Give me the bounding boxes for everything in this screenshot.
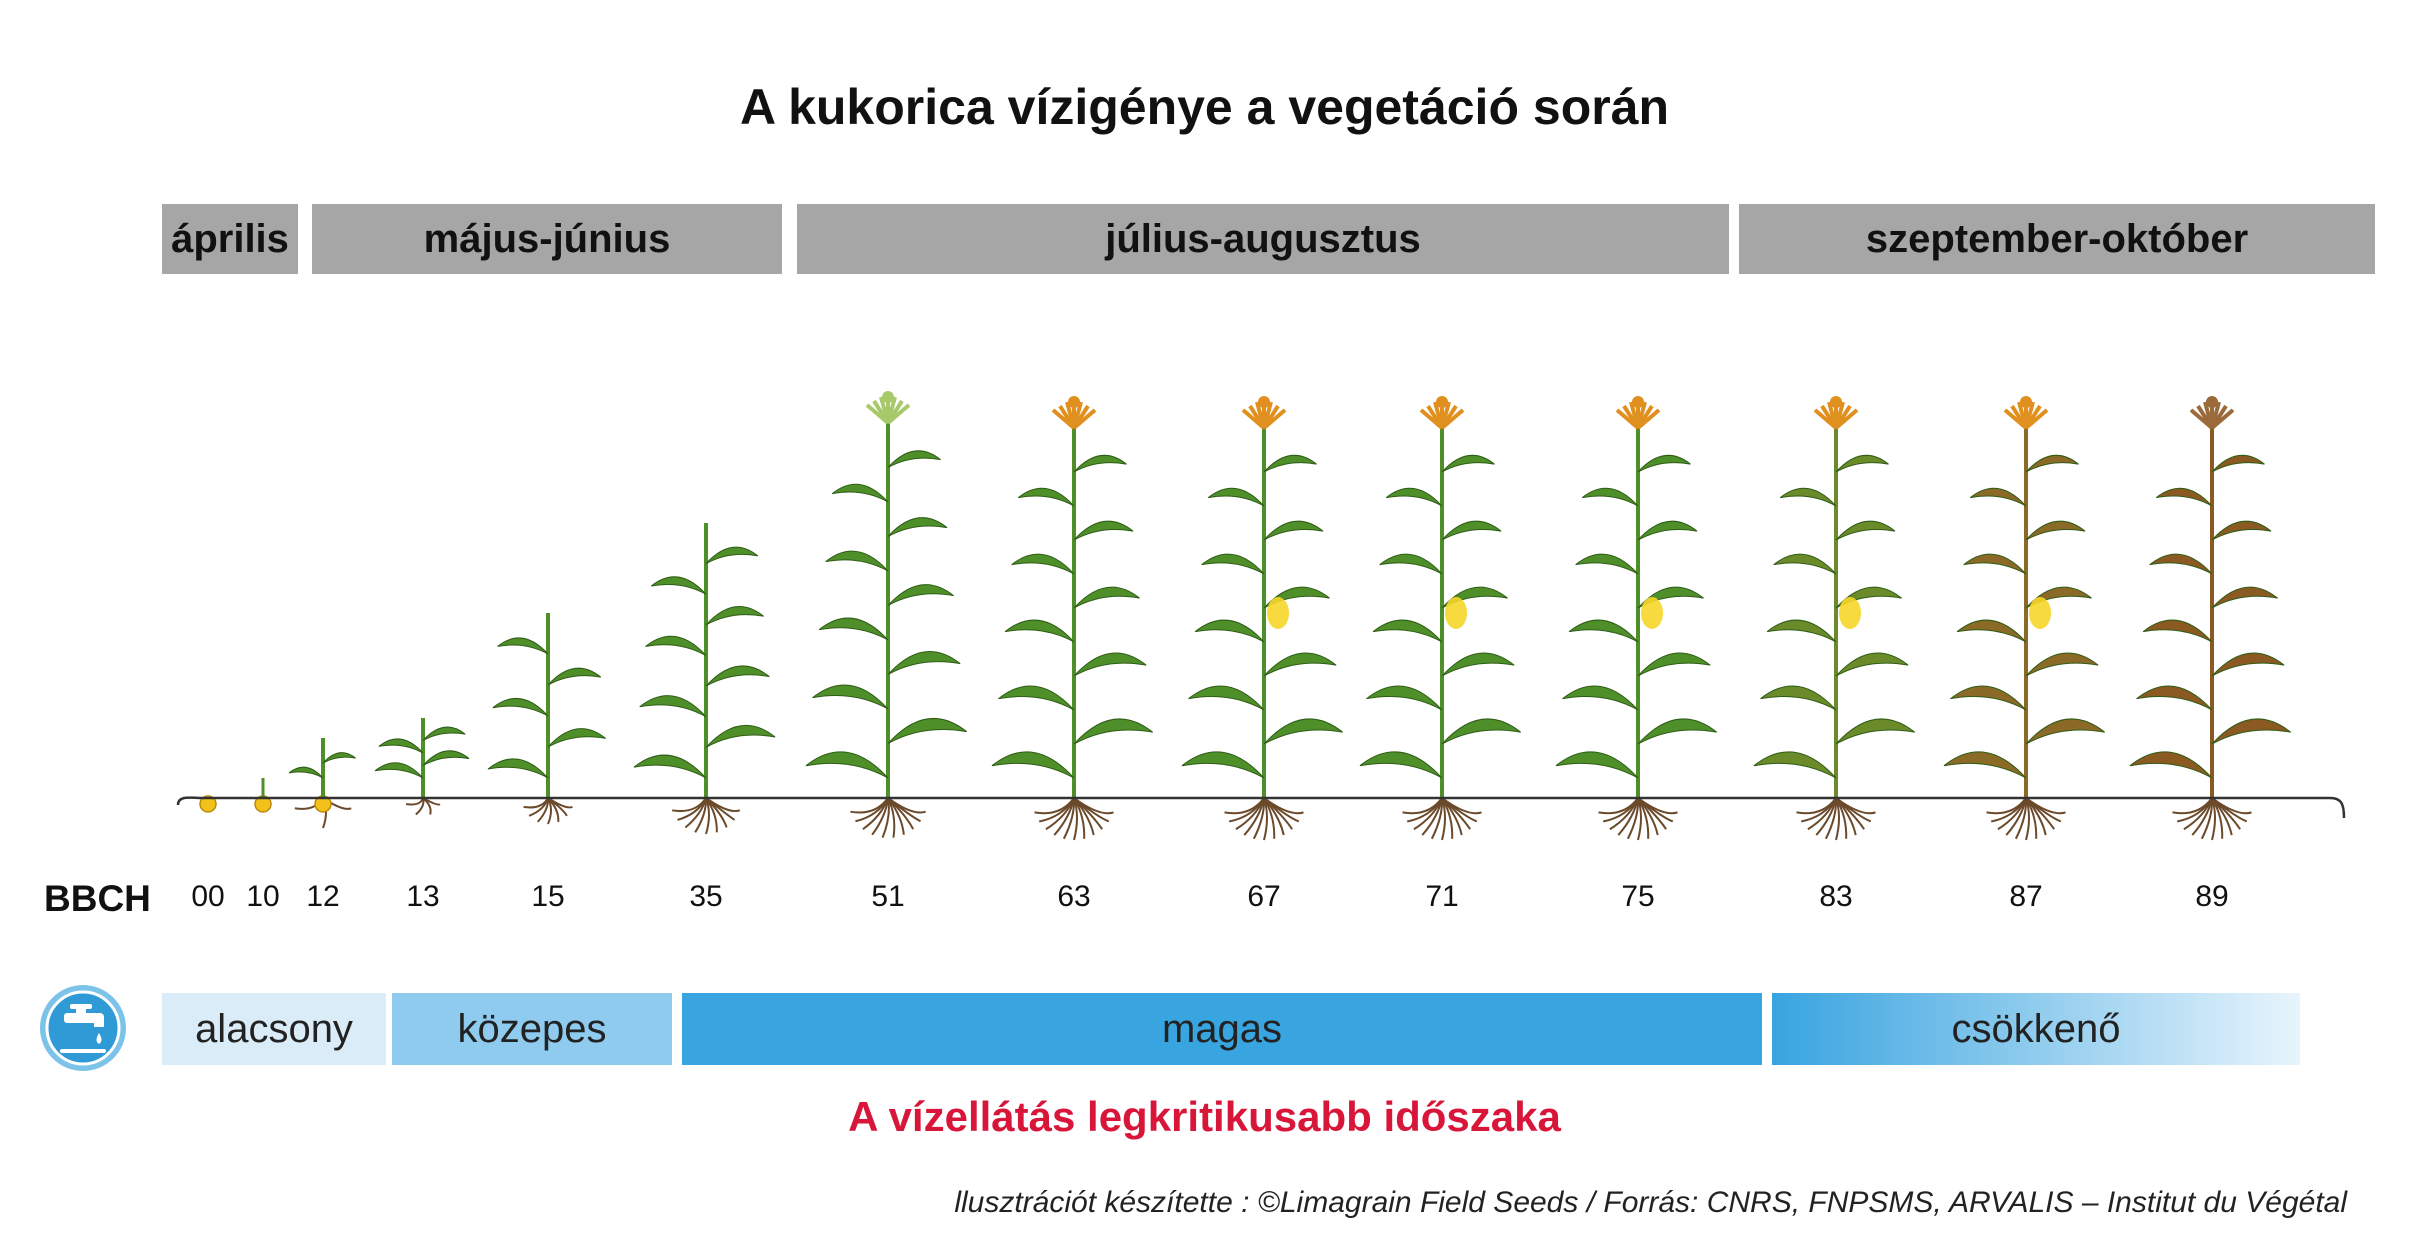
water-demand-medium: közepes [392,993,672,1065]
plant-stage-87 [1943,396,2106,841]
soil-line [176,796,2346,819]
plant-stage-10 [254,778,272,813]
critical-period-note: A vízellátás legkritikusabb időszaka [848,1093,1561,1140]
bbch-stage-89: 89 [2195,880,2229,913]
plant-stage-00 [199,795,217,813]
bbch-stage-71: 71 [1425,880,1459,913]
plant-stage-12 [288,738,356,829]
corn-growth-stages-illustration [176,391,2346,841]
bbch-stage-75: 75 [1621,880,1655,913]
month-april: április [162,204,298,274]
water-demand-high: magas [682,993,1762,1065]
plant-stage-15 [487,613,606,825]
plant-stage-35 [633,523,776,835]
plant-stage-71 [1359,396,1522,841]
month-september-october: szeptember-október [1739,204,2375,274]
month-may-june: május-június [312,204,782,274]
bbch-stage-13: 13 [406,880,440,913]
diagram-title: A kukorica vízigénye a vegetáció során [739,79,1670,135]
bbch-stage-00: 00 [191,880,225,913]
bbch-stage-35: 35 [689,880,723,913]
plant-stage-83 [1753,396,1916,841]
bbch-label: BBCH [44,878,151,919]
plant-stage-89 [2129,396,2292,841]
bbch-stage-12: 12 [306,880,340,913]
water-tap-icon [40,985,126,1071]
water-demand-low: alacsony [162,993,386,1065]
bbch-stage-10: 10 [246,880,280,913]
water-demand-decreasing: csökkenő [1772,993,2300,1065]
bbch-stage-83: 83 [1819,880,1853,913]
bbch-stage-67: 67 [1247,880,1281,913]
plant-stage-75 [1555,396,1718,841]
bbch-stage-51: 51 [871,880,905,913]
bbch-stage-63: 63 [1057,880,1091,913]
month-july-august: július-augusztus [797,204,1729,274]
plant-stage-67 [1181,396,1344,841]
illustration-credit: llusztrációt készítette : ©Limagrain Fie… [954,1186,2347,1219]
bbch-stage-87: 87 [2009,880,2043,913]
plant-stage-63 [991,396,1154,841]
bbch-stage-15: 15 [531,880,565,913]
plant-stage-51 [805,391,968,839]
plant-stage-13 [374,718,470,816]
